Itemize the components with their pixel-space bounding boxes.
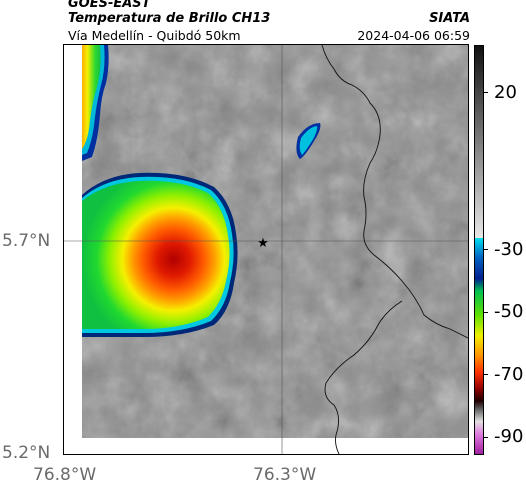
colorbar-tick-mark (484, 436, 488, 438)
colorbar-tick-label: 20 (494, 81, 517, 103)
small-cloud-core (299, 126, 318, 155)
department-border-south (324, 300, 403, 454)
colorbar-tick-label: -50 (494, 301, 524, 323)
colorbar-tick-label: -70 (494, 363, 524, 385)
product-title: Temperatura de Brillo CH13 (68, 11, 271, 26)
colorbar (474, 45, 484, 455)
lon-label-west: 76.8°W (33, 465, 97, 485)
storm-core (82, 180, 230, 329)
satellite-map-canvas: ★ (64, 45, 468, 454)
colorbar-gradient (475, 46, 483, 454)
colorbar-tick-mark (484, 92, 488, 94)
colorbar-tick-mark (484, 311, 488, 313)
colorbar-tick-mark (484, 249, 488, 250)
colorbar-tick-label: -30 (494, 238, 524, 260)
organization-label: SIATA (429, 11, 470, 26)
lat-label-north: 5.7°N (2, 231, 51, 251)
star-marker: ★ (257, 236, 269, 251)
lat-label-south: 5.2°N (2, 443, 51, 463)
department-border (321, 45, 468, 339)
colorbar-tick-label: -90 (494, 426, 524, 448)
location-subtitle: Vía Medellín - Quibdó 50km (68, 28, 241, 43)
lon-label-east: 76.3°W (253, 465, 317, 485)
satellite-title: GOES-EAST (68, 0, 151, 11)
colorbar-tick-mark (484, 374, 488, 376)
satellite-map[interactable]: ★ (63, 44, 469, 455)
north-cloud-core (82, 45, 101, 149)
datetime-label: 2024-04-06 06:59 (357, 28, 470, 43)
